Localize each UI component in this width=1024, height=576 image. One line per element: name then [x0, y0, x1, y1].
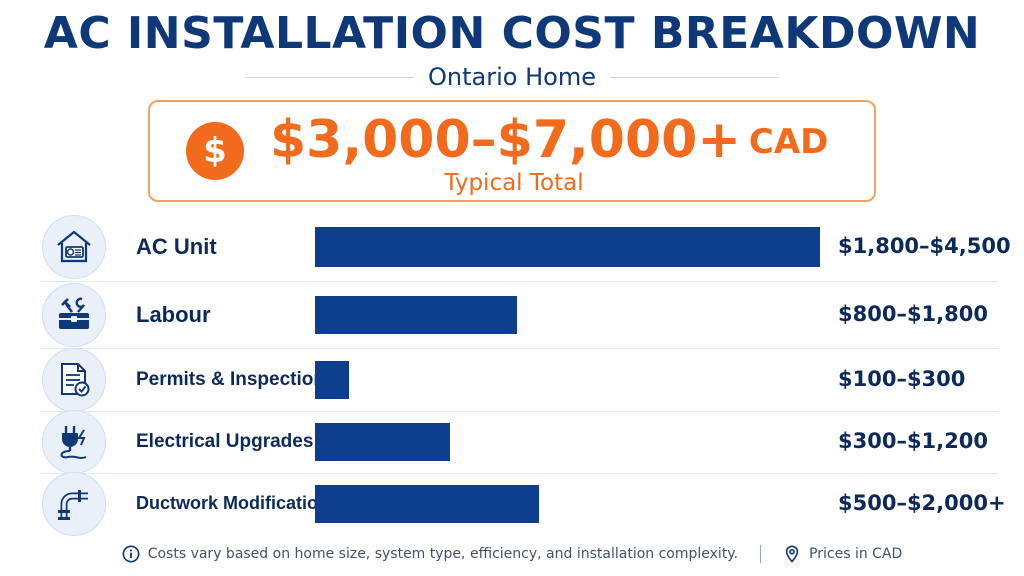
- value-label-ductwork-modification: $500–$2,000+: [838, 491, 1006, 515]
- value-label-permits-and-inspection: $100–$300: [838, 367, 966, 391]
- electrical-plug-icon: [42, 410, 106, 474]
- subtitle-divider-right: [609, 76, 779, 78]
- total-cost-value: $3,000–$7,000+ CAD: [270, 110, 828, 170]
- value-label-ac-unit: $1,800–$4,500: [838, 234, 1011, 258]
- subtitle-divider-left: [246, 76, 415, 78]
- footer-separator: [760, 545, 762, 563]
- row-divider: [40, 473, 998, 474]
- footer: Costs vary based on home size, system ty…: [0, 540, 1024, 568]
- category-label-permits-and-inspection: Permits & Inspection: [136, 368, 325, 390]
- value-label-labour: $800–$1,800: [838, 302, 988, 326]
- cost-breakdown-chart: AC Unit $1,800–$4,500 Labour $800–$1,800 Per…: [0, 214, 1024, 538]
- total-cost-label: Typical Total: [150, 170, 878, 196]
- bar-permits-and-inspection: [315, 361, 349, 399]
- total-cost-box: $ $3,000–$7,000+ CAD Typical Total: [148, 100, 876, 202]
- location-pin-icon: [785, 545, 799, 563]
- category-label-ac-unit: AC Unit: [136, 233, 217, 259]
- info-icon: [122, 545, 140, 563]
- bar-labour: [315, 296, 517, 334]
- footer-note: Costs vary based on home size, system ty…: [147, 546, 739, 562]
- row-divider: [40, 347, 998, 349]
- total-cost-currency: CAD: [748, 122, 829, 162]
- category-label-labour: Labour: [136, 301, 211, 327]
- bar-electrical-upgrades: [315, 423, 450, 461]
- dollar-icon: $: [186, 122, 244, 180]
- permit-document-icon: [42, 348, 106, 412]
- row-divider: [40, 411, 998, 412]
- bar-ductwork-modification: [315, 485, 539, 523]
- row-divider: [40, 281, 998, 282]
- category-label-ductwork-modification: Ductwork Modification: [136, 493, 329, 514]
- toolbox-icon: [42, 283, 106, 347]
- bar-ac-unit: [315, 227, 820, 267]
- ac-unit-icon: [42, 215, 106, 279]
- category-label-electrical-upgrades: Electrical Upgrades: [136, 430, 314, 452]
- subtitle: Ontario Home: [428, 63, 596, 91]
- value-label-electrical-upgrades: $300–$1,200: [838, 429, 988, 453]
- total-cost-range: $3,000–$7,000+: [270, 110, 741, 170]
- total-cost-label-text: Typical Total: [444, 170, 584, 196]
- footer-currency-note: Prices in CAD: [809, 546, 903, 562]
- ductwork-pipe-icon: [42, 472, 106, 536]
- subtitle-row: Ontario Home: [246, 62, 779, 92]
- page-title: AC INSTALLATION COST BREAKDOWN: [43, 8, 981, 59]
